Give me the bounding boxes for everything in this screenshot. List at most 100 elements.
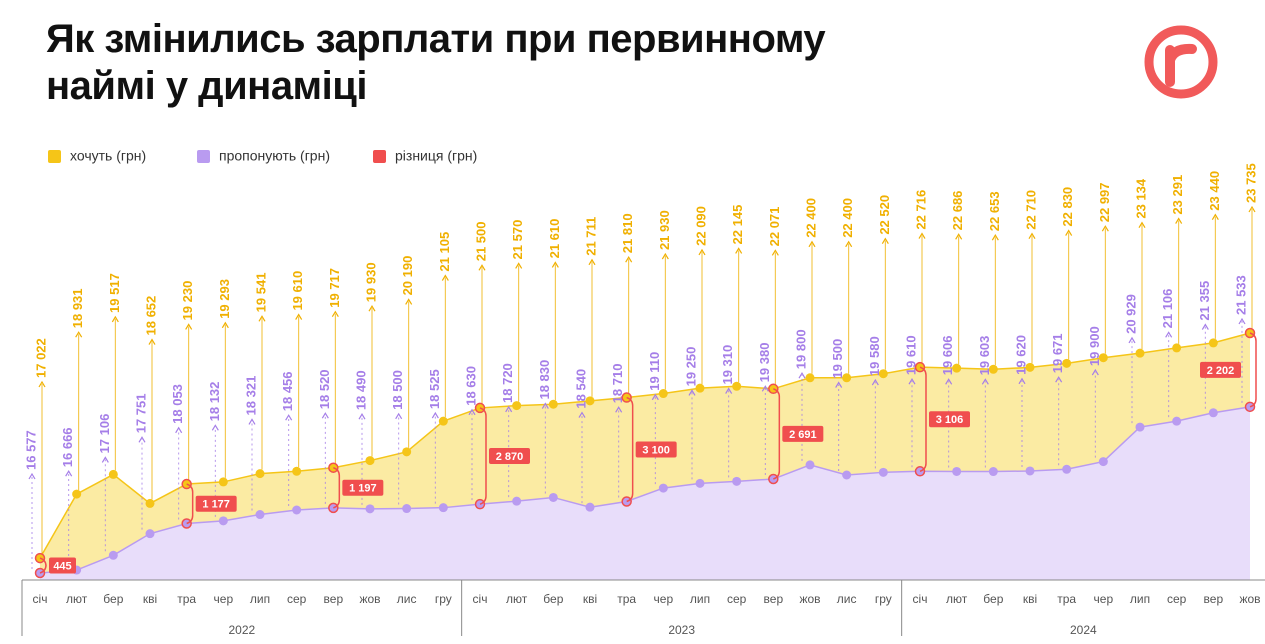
leader-arrow [295, 313, 303, 320]
difference-point [34, 567, 46, 579]
leader-arrow [1175, 217, 1183, 224]
x-tick-label: кві [583, 592, 597, 606]
difference-box [635, 441, 677, 458]
value-label: 17 106 [97, 414, 112, 454]
value-label: 23 440 [1207, 171, 1222, 211]
point [658, 483, 668, 493]
value-label: 18 321 [243, 376, 258, 416]
leader-arrow [541, 402, 549, 409]
point [512, 496, 522, 506]
difference-point [914, 361, 926, 373]
difference-point [474, 402, 486, 414]
point [988, 467, 998, 477]
leader-arrow [1055, 376, 1063, 383]
value-label: 18 525 [427, 369, 442, 409]
value-label: 17 751 [133, 394, 148, 434]
value-label: 19 603 [977, 336, 992, 376]
value-label: 22 090 [693, 206, 708, 246]
difference-box [1200, 361, 1241, 378]
value-label: 22 686 [950, 191, 965, 231]
group-label: 2022 [228, 623, 255, 637]
leader-arrow [221, 321, 229, 329]
difference-box [49, 557, 76, 574]
value-label: 19 517 [107, 273, 122, 313]
leader-arrow [981, 378, 989, 385]
leader-arrow [1201, 323, 1209, 330]
x-tick-label: вер [1204, 592, 1224, 606]
leader-arrow [871, 378, 879, 386]
difference-point [474, 498, 486, 510]
x-tick-label: сер [1167, 592, 1187, 606]
leader-arrow [1165, 331, 1173, 338]
point [218, 477, 228, 487]
value-label: 18 456 [280, 371, 295, 411]
value-label: 19 500 [830, 339, 845, 379]
difference-label: 2 202 [1207, 365, 1235, 377]
leader-arrow [651, 393, 659, 401]
value-label: 18 132 [207, 382, 222, 422]
leader-arrow [431, 411, 439, 419]
difference-box [489, 448, 530, 465]
value-label: 19 620 [1013, 335, 1028, 375]
x-tick-label: вер [764, 592, 784, 606]
leader-arrow [1065, 229, 1073, 236]
point [145, 529, 155, 539]
group-label: 2024 [1070, 623, 1097, 637]
value-label: 21 355 [1197, 281, 1212, 321]
line [39, 332, 1251, 559]
leader-arrow [405, 298, 413, 305]
value-label: 22 071 [767, 207, 782, 247]
difference-label: 3 106 [936, 414, 964, 426]
value-label: 17 022 [33, 338, 48, 378]
point [145, 498, 155, 508]
leader-arrow [321, 412, 329, 419]
leader-arrow [258, 315, 266, 322]
legend-label: хочуть (грн) [70, 148, 146, 164]
value-label: 19 310 [720, 345, 735, 385]
point [1025, 466, 1035, 476]
x-tick-label: січ [913, 592, 928, 606]
x-tick-label: чер [654, 592, 674, 606]
leader-arrow [468, 408, 476, 416]
leader-arrow [185, 323, 193, 330]
point [292, 466, 302, 476]
value-label: 22 716 [913, 190, 928, 230]
difference-bracket [773, 388, 781, 480]
x-tick-label: січ [473, 592, 488, 606]
point [548, 492, 558, 502]
point [1025, 362, 1035, 372]
leader-arrow [761, 385, 769, 392]
logo-letter [1165, 43, 1197, 87]
value-label: 23 735 [1243, 163, 1258, 203]
value-label: 19 110 [647, 352, 662, 391]
line [39, 406, 1251, 574]
value-label: 18 540 [573, 369, 588, 409]
value-label: 18 520 [317, 369, 332, 409]
difference-bracket [39, 557, 47, 574]
value-label: 22 710 [1023, 190, 1038, 230]
leader-arrow [688, 389, 696, 396]
leader-arrow [588, 258, 596, 266]
legend-label: різниця (грн) [395, 148, 477, 164]
x-tick-label: лют [66, 592, 88, 606]
area [40, 406, 1250, 580]
leader-arrow [38, 380, 46, 388]
value-label: 21 105 [437, 232, 452, 272]
point [292, 505, 302, 515]
point [585, 396, 595, 406]
leader-arrow [1128, 336, 1136, 344]
point [695, 383, 705, 393]
difference-point [768, 473, 779, 485]
point [365, 456, 375, 466]
legend-swatch [48, 150, 61, 163]
value-label: 22 145 [730, 205, 745, 245]
value-label: 19 800 [793, 329, 808, 369]
point [1208, 408, 1218, 418]
leader-arrow [285, 414, 293, 421]
point [1062, 358, 1072, 368]
difference-bracket [333, 467, 341, 509]
leader-arrow [578, 411, 586, 418]
point [218, 516, 228, 526]
leader-arrow [478, 264, 486, 271]
